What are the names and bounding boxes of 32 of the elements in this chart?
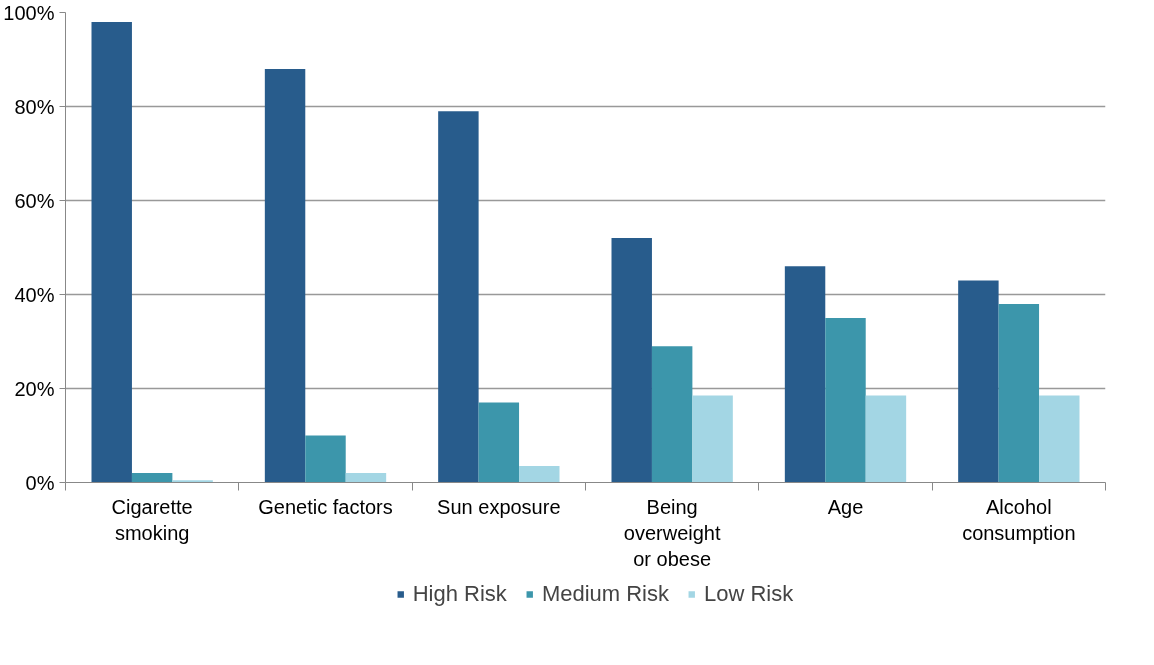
y-tick-label: 80% bbox=[14, 95, 55, 118]
bar bbox=[305, 435, 346, 483]
bar bbox=[131, 473, 173, 483]
bar bbox=[958, 280, 999, 483]
bar bbox=[519, 466, 560, 483]
y-tick-label: 20% bbox=[14, 377, 55, 400]
bar bbox=[264, 68, 306, 483]
x-tick-label: Genetic factors bbox=[258, 495, 393, 518]
y-tick-label: 40% bbox=[14, 283, 55, 306]
bar bbox=[611, 238, 652, 483]
bar bbox=[692, 395, 733, 483]
bar bbox=[1039, 395, 1080, 483]
legend-label: Medium Risk bbox=[541, 581, 670, 607]
bar bbox=[865, 395, 907, 483]
bar bbox=[825, 318, 866, 483]
x-tick-label: Sun exposure bbox=[437, 495, 561, 518]
bar bbox=[651, 346, 693, 483]
x-tick-label: Being overweight or obese bbox=[623, 495, 721, 571]
x-tick-label: Cigarette smoking bbox=[111, 495, 193, 544]
y-tick-label: 100% bbox=[3, 1, 55, 24]
bar bbox=[998, 303, 1040, 483]
bar bbox=[345, 473, 387, 483]
legend-label: Low Risk bbox=[704, 581, 794, 607]
bar bbox=[478, 402, 520, 483]
bar bbox=[438, 111, 479, 483]
x-tick-label: Age bbox=[827, 495, 864, 518]
bar bbox=[784, 266, 826, 483]
legend-label: High Risk bbox=[412, 581, 507, 607]
y-tick-label: 0% bbox=[25, 471, 55, 494]
x-tick-label: Alcohol consumption bbox=[962, 495, 1076, 544]
y-tick-label: 60% bbox=[14, 189, 55, 212]
bar bbox=[91, 21, 132, 483]
